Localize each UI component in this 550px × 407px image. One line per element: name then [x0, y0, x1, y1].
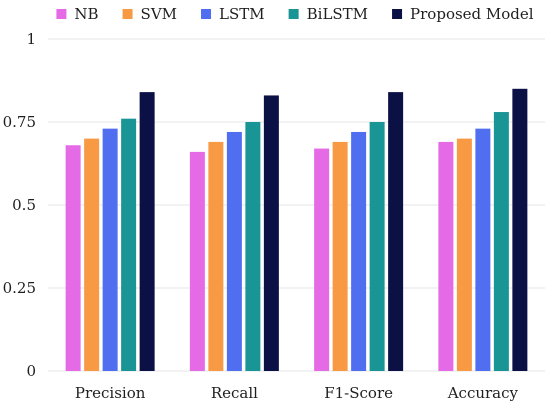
- x-axis-category-labels: Precision Recall F1-Score Accuracy: [75, 384, 519, 402]
- bar-lstm-recall: [226, 131, 242, 371]
- legend-label-bilstm: BiLSTM: [307, 5, 368, 23]
- bar-bilstm-accuracy: [493, 112, 509, 371]
- y-tick-label: 0.75: [3, 113, 36, 131]
- y-tick-label: 0.5: [12, 196, 36, 214]
- x-category-label: F1-Score: [324, 384, 393, 402]
- bar-bilstm-precision: [121, 118, 137, 372]
- bar-lstm-accuracy: [475, 128, 491, 371]
- bar-lstm-precision: [102, 128, 118, 371]
- legend-swatch-nb: [56, 9, 67, 19]
- bar-proposed-model-precision: [139, 92, 155, 372]
- legend-label-svm: SVM: [141, 5, 177, 23]
- bar-svm-recall: [208, 141, 224, 371]
- bar-nb-precision: [65, 145, 81, 371]
- legend-label-nb: NB: [74, 5, 98, 23]
- x-category-label: Precision: [75, 384, 146, 402]
- bar-svm-precision: [84, 138, 100, 371]
- bar-nb-recall: [189, 151, 205, 371]
- legend: NB SVM LSTM BiLSTM Proposed Model: [56, 5, 534, 23]
- bar-svm-f1-score: [332, 141, 348, 371]
- bar-nb-accuracy: [438, 141, 454, 371]
- x-category-label: Recall: [211, 384, 258, 402]
- legend-label-lstm: LSTM: [219, 5, 265, 23]
- y-tick-label: 1: [26, 30, 36, 48]
- bar-bilstm-f1-score: [369, 122, 385, 371]
- bar-bilstm-recall: [245, 122, 261, 371]
- x-category-label: Accuracy: [447, 384, 519, 402]
- bar-proposed-model-accuracy: [512, 88, 528, 372]
- bar-proposed-model-f1-score: [388, 92, 404, 372]
- legend-swatch-proposed-model: [392, 9, 403, 19]
- bars: [65, 88, 528, 372]
- legend-swatch-lstm: [201, 9, 212, 19]
- bar-nb-f1-score: [314, 148, 330, 371]
- bar-proposed-model-recall: [263, 95, 279, 371]
- y-tick-label: 0.25: [3, 279, 36, 297]
- legend-swatch-bilstm: [288, 9, 299, 19]
- y-tick-label: 0: [26, 362, 36, 380]
- bar-lstm-f1-score: [351, 131, 367, 371]
- bar-svm-accuracy: [456, 138, 472, 371]
- legend-swatch-svm: [122, 9, 133, 19]
- y-axis-ticks: 0 0.25 0.5 0.75 1: [3, 30, 36, 380]
- legend-label-proposed-model: Proposed Model: [410, 5, 534, 23]
